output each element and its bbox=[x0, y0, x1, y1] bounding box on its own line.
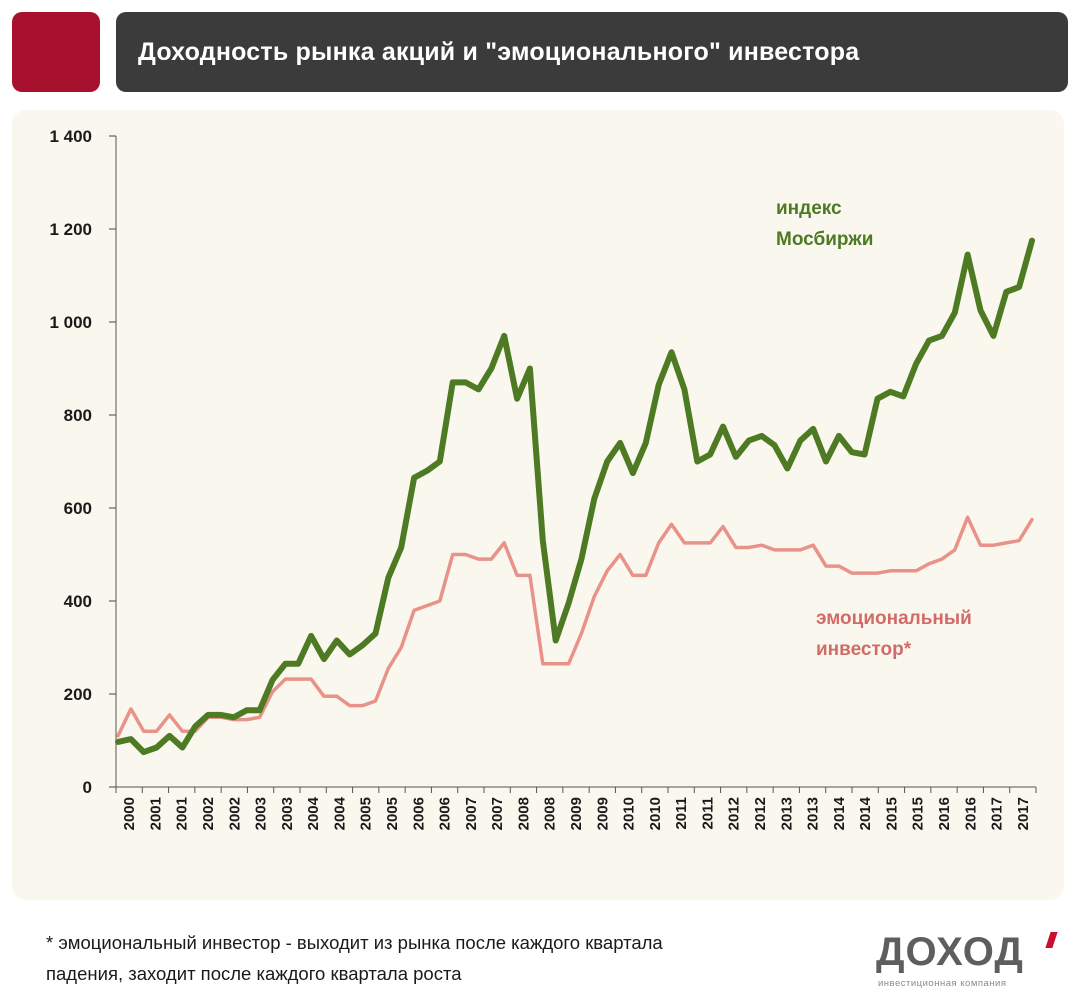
x-tick-label: 2007 bbox=[463, 797, 480, 830]
x-tick-label: 2004 bbox=[331, 796, 348, 830]
series-line-moex-index bbox=[115, 237, 1035, 756]
x-tick-label: 2017 bbox=[989, 797, 1006, 830]
x-tick-label: 2002 bbox=[226, 797, 243, 830]
x-axis-ticks: 2000 2001 2001 2002 2002 2003 2003 2004 2004 2005… bbox=[115, 787, 1037, 830]
y-tick-label: 200 bbox=[64, 685, 92, 704]
x-tick-label: 2014 bbox=[857, 796, 874, 830]
footnote-line-1: * эмоциональный инвестор - выходит из ры… bbox=[46, 932, 663, 953]
x-tick-label: 2014 bbox=[831, 796, 848, 830]
header-accent-block bbox=[12, 12, 100, 92]
x-tick-label: 2015 bbox=[910, 797, 927, 830]
x-tick-label: 2003 bbox=[279, 797, 296, 830]
x-tick-label: 2008 bbox=[542, 797, 559, 830]
y-tick-label: 1 200 bbox=[49, 220, 92, 239]
x-tick-label: 2005 bbox=[358, 797, 375, 830]
x-tick-label: 2011 bbox=[673, 797, 690, 830]
x-tick-label: 2012 bbox=[752, 797, 769, 830]
y-tick-label: 400 bbox=[64, 592, 92, 611]
logo-wordmark: ДОХОД bbox=[876, 930, 1024, 974]
x-tick-label: 2011 bbox=[699, 797, 716, 830]
logo-tagline: инвестиционная компания bbox=[878, 978, 1007, 989]
x-tick-label: 2006 bbox=[410, 797, 427, 830]
x-tick-label: 2015 bbox=[883, 797, 900, 830]
axes bbox=[115, 136, 1036, 788]
footnote-line-2: падения, заходит после каждого квартала … bbox=[46, 962, 462, 984]
title-bar: Доходность рынка акций и "эмоционального… bbox=[116, 12, 1068, 92]
x-tick-label: 2009 bbox=[594, 797, 611, 830]
x-tick-label: 2013 bbox=[805, 797, 822, 830]
series-lines bbox=[115, 237, 1035, 756]
logo-accent-mark bbox=[1045, 932, 1058, 948]
y-tick-label: 1 000 bbox=[49, 313, 92, 332]
series-label-emotional-investor-line-2: инвестор* bbox=[816, 639, 912, 660]
series-line-emotional-investor bbox=[116, 515, 1034, 738]
y-tick-label: 1 400 bbox=[49, 127, 92, 146]
y-tick-label: 600 bbox=[64, 499, 92, 518]
chart-panel: 0 200 400 600 800 1 000 1 200 1 400 2000 2001 200… bbox=[12, 110, 1064, 900]
x-tick-label: 2016 bbox=[936, 797, 953, 830]
x-tick-label: 2000 bbox=[121, 797, 138, 830]
series-label-moex-index-line-2: Мосбиржи bbox=[776, 229, 873, 250]
y-tick-label: 800 bbox=[64, 406, 92, 425]
x-tick-label: 2003 bbox=[253, 797, 270, 830]
series-label-moex-index-line-1: индекс bbox=[776, 198, 842, 219]
x-tick-label: 2004 bbox=[305, 796, 322, 830]
x-tick-label: 2012 bbox=[726, 797, 743, 830]
x-tick-label: 2005 bbox=[384, 797, 401, 830]
x-tick-label: 2006 bbox=[437, 797, 454, 830]
x-tick-label: 2010 bbox=[647, 797, 664, 830]
footnote: * эмоциональный инвестор - выходит из ры… bbox=[46, 928, 866, 989]
x-tick-label: 2007 bbox=[489, 797, 506, 830]
series-labels: индекс Мосбиржи эмоциональный инвестор* bbox=[776, 198, 972, 660]
x-tick-label: 2017 bbox=[1015, 797, 1032, 830]
x-tick-label: 2001 bbox=[147, 797, 164, 830]
x-tick-label: 2009 bbox=[568, 797, 585, 830]
x-tick-label: 2008 bbox=[515, 797, 532, 830]
x-tick-label: 2001 bbox=[174, 797, 191, 830]
page-title: Доходность рынка акций и "эмоционального… bbox=[138, 37, 860, 66]
x-tick-label: 2002 bbox=[200, 797, 217, 830]
series-label-emotional-investor-line-1: эмоциональный bbox=[816, 608, 972, 629]
x-tick-label: 2010 bbox=[621, 797, 638, 830]
company-logo: ДОХОД инвестиционная компания bbox=[876, 930, 1066, 990]
y-tick-label: 0 bbox=[83, 778, 92, 797]
x-tick-label: 2013 bbox=[778, 797, 795, 830]
y-axis-ticks: 0 200 400 600 800 1 000 1 200 1 400 bbox=[49, 127, 116, 797]
x-tick-label: 2016 bbox=[962, 797, 979, 830]
